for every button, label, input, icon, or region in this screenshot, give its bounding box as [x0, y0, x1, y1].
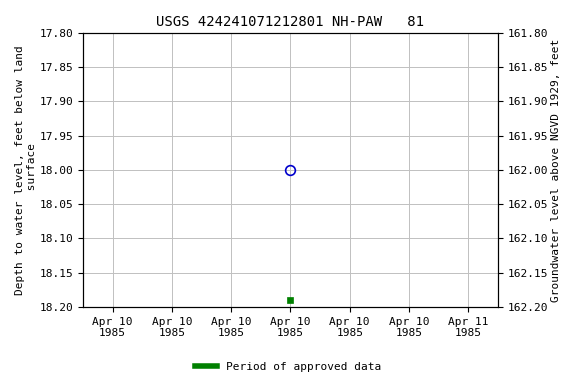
Y-axis label: Depth to water level, feet below land
 surface: Depth to water level, feet below land su…	[15, 45, 37, 295]
Legend: Period of approved data: Period of approved data	[191, 358, 385, 377]
Title: USGS 424241071212801 NH-PAW   81: USGS 424241071212801 NH-PAW 81	[157, 15, 425, 29]
Y-axis label: Groundwater level above NGVD 1929, feet: Groundwater level above NGVD 1929, feet	[551, 38, 561, 301]
